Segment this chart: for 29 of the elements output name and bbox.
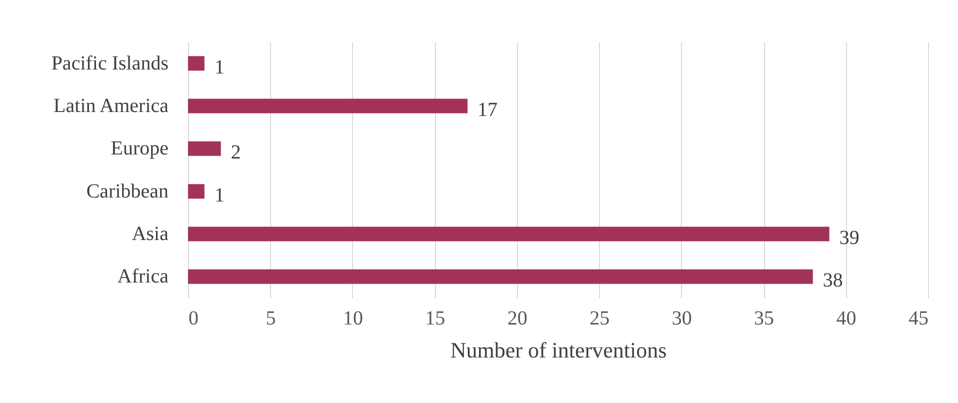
x-tick-label: 35 xyxy=(754,308,774,330)
x-tick-label: 10 xyxy=(342,308,363,330)
y-tick-label: Caribbean xyxy=(86,180,168,202)
x-tick-label: 0 xyxy=(188,308,198,330)
x-tick-label: 30 xyxy=(672,308,692,330)
y-tick-label: Asia xyxy=(132,223,169,245)
y-tick-label: Pacific Islands xyxy=(51,52,169,74)
x-tick-label: 5 xyxy=(266,308,276,330)
bar xyxy=(188,226,830,242)
data-label: 38 xyxy=(822,270,843,292)
bar xyxy=(188,269,813,284)
data-label: 2 xyxy=(230,142,241,164)
data-label: 17 xyxy=(478,99,498,121)
x-tick-label: 25 xyxy=(590,308,610,330)
x-tick-label: 20 xyxy=(507,308,528,330)
y-tick-label: Africa xyxy=(117,266,169,288)
data-label: 39 xyxy=(839,227,860,249)
bar xyxy=(188,56,204,71)
data-label: 1 xyxy=(214,56,224,78)
bar xyxy=(188,184,204,199)
x-tick-label: 15 xyxy=(425,308,446,330)
x-tick-label: 40 xyxy=(836,308,856,330)
x-axis-title: Number of interventions xyxy=(450,338,667,362)
y-tick-label: Latin America xyxy=(54,95,169,117)
bar xyxy=(188,98,468,114)
y-tick-label: Europe xyxy=(110,138,169,160)
x-tick-label: 45 xyxy=(908,308,928,330)
bar xyxy=(188,141,221,156)
data-label: 1 xyxy=(214,184,224,206)
